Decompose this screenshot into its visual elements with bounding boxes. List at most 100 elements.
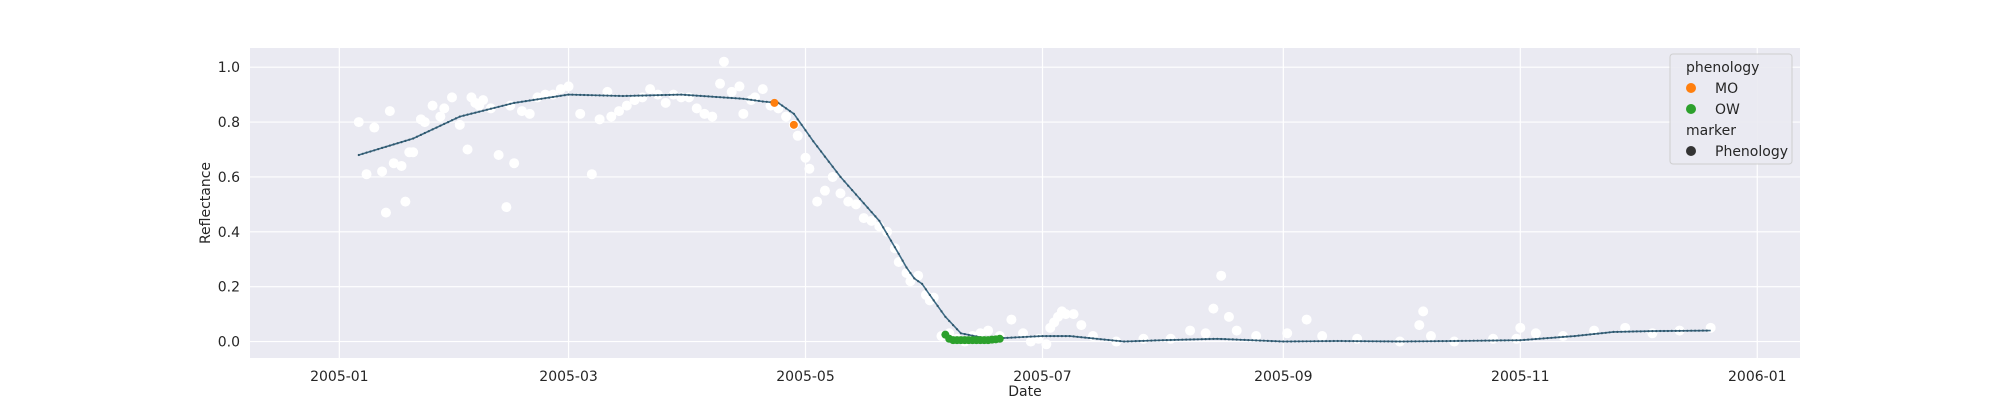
curve-sample-dot (1596, 332, 1600, 335)
raw-point (454, 119, 465, 130)
raw-point (1414, 320, 1425, 331)
curve-sample-dot (1041, 335, 1044, 338)
curve-sample-dot (1154, 339, 1157, 342)
curve-sample-dot (602, 94, 605, 97)
curve-sample-dot (466, 113, 469, 116)
x-tick-label: 2005-03 (539, 369, 598, 385)
curve-sample-dot (1025, 335, 1028, 338)
curve-sample-dot (1569, 335, 1572, 338)
curve-sample-dot (1258, 339, 1262, 342)
curve-sample-dot (1099, 338, 1102, 341)
curve-sample-dot (1503, 339, 1506, 342)
y-tick-label: 0.8 (218, 115, 240, 131)
curve-sample-dot (1103, 338, 1106, 341)
curve-sample-dot (513, 101, 516, 104)
raw-point (1068, 309, 1079, 320)
curve-sample-dot (1134, 340, 1137, 343)
curve-sample-dot (1519, 339, 1522, 342)
curve-sample-dot (1624, 330, 1627, 333)
raw-point (377, 166, 388, 177)
curve-sample-dot (489, 107, 492, 110)
curve-sample-dot (897, 252, 900, 255)
curve-sample-dot (1022, 335, 1025, 339)
curve-sample-dot (722, 96, 726, 99)
y-tick-labels: 0.0 0.2 0.4 0.6 0.8 1.0 (218, 60, 240, 350)
curve-sample-dot (610, 94, 613, 97)
legend-marker-ow (1686, 104, 1696, 114)
curve-sample-dot (680, 93, 683, 96)
curve-sample-dot (1581, 334, 1584, 337)
curve-sample-dot (1639, 330, 1642, 333)
curve-sample-dot (419, 133, 422, 136)
curve-sample-dot (1328, 340, 1331, 343)
curve-sample-dot (454, 117, 457, 120)
curve-sample-dot (404, 139, 407, 142)
raw-point (1018, 328, 1029, 339)
curve-sample-dot (1697, 329, 1701, 332)
curve-sample-dot (493, 106, 496, 109)
curve-sample-dot (866, 206, 869, 209)
curve-sample-dot (1558, 336, 1561, 339)
curve-sample-dot (571, 93, 574, 96)
x-tick-label: 2005-05 (776, 369, 835, 385)
curve-sample-dot (641, 94, 644, 97)
curve-sample-dot (893, 246, 897, 249)
curve-sample-dot (901, 259, 904, 262)
curve-sample-dot (796, 118, 799, 121)
curve-sample-dot (963, 333, 966, 336)
raw-point (435, 111, 446, 122)
curve-sample-dot (1589, 333, 1592, 336)
curve-sample-dot (738, 97, 741, 100)
curve-sample-dot (1387, 340, 1390, 343)
curve-sample-dot (1538, 337, 1541, 340)
raw-point (1251, 331, 1262, 342)
curve-sample-dot (629, 94, 632, 97)
curve-sample-dot (357, 153, 360, 157)
curve-sample-dot (1123, 340, 1126, 343)
curve-sample-dot (1433, 340, 1436, 343)
curve-sample-dot (1274, 340, 1277, 343)
curve-sample-dot (687, 94, 691, 97)
raw-point (781, 111, 792, 122)
curve-sample-dot (536, 98, 539, 101)
curve-sample-dot (1084, 336, 1087, 339)
curve-sample-dot (1181, 338, 1184, 341)
curve-sample-dot (1165, 339, 1168, 342)
curve-sample-dot (1468, 339, 1471, 342)
curve-sample-dot (765, 100, 768, 103)
raw-point (1041, 339, 1052, 350)
raw-point (1317, 331, 1328, 342)
curve-sample-dot (361, 152, 364, 155)
raw-point (408, 147, 419, 158)
curve-sample-dot (1356, 340, 1359, 343)
curve-sample-dot (1414, 340, 1417, 343)
raw-point (715, 78, 726, 89)
curve-sample-dot (1666, 329, 1669, 333)
curve-sample-dot (1224, 338, 1227, 341)
curve-sample-dot (1651, 330, 1654, 333)
raw-point (1025, 336, 1036, 347)
curve-sample-dot (831, 165, 834, 168)
curve-sample-dot (1460, 339, 1464, 342)
curve-sample-dot (955, 328, 959, 331)
curve-sample-dot (439, 124, 442, 127)
curve-sample-dot (435, 126, 438, 129)
y-tick-label: 1.0 (218, 60, 240, 76)
raw-point (866, 215, 877, 226)
raw-point (384, 106, 395, 117)
curve-sample-dot (858, 197, 862, 200)
curve-sample-dot (1200, 338, 1203, 341)
raw-point (1515, 322, 1526, 333)
raw-point (660, 97, 671, 108)
raw-point (983, 325, 994, 336)
raw-point (858, 213, 869, 224)
curve-sample-dot (1690, 329, 1693, 332)
legend-label-phenology: Phenology (1715, 144, 1788, 160)
curve-sample-dot (1278, 340, 1281, 343)
curve-sample-dot (835, 170, 838, 173)
curve-sample-dot (788, 110, 792, 113)
curve-sample-dot (1515, 339, 1518, 342)
curve-sample-dot (1593, 332, 1596, 336)
raw-point (1223, 311, 1234, 322)
curve-sample-dot (1033, 335, 1036, 338)
